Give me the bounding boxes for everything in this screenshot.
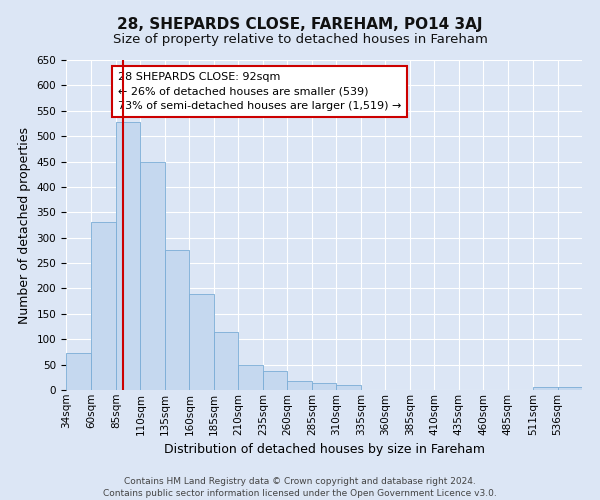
- Y-axis label: Number of detached properties: Number of detached properties: [18, 126, 31, 324]
- Bar: [140, 162, 165, 390]
- Bar: [214, 332, 238, 390]
- Bar: [190, 294, 214, 390]
- Bar: [557, 388, 582, 390]
- Text: Contains HM Land Registry data © Crown copyright and database right 2024.
Contai: Contains HM Land Registry data © Crown c…: [103, 476, 497, 498]
- Bar: [165, 250, 190, 390]
- Bar: [312, 384, 336, 390]
- Text: 28, SHEPARDS CLOSE, FAREHAM, PO14 3AJ: 28, SHEPARDS CLOSE, FAREHAM, PO14 3AJ: [117, 18, 483, 32]
- Text: Size of property relative to detached houses in Fareham: Size of property relative to detached ho…: [113, 32, 487, 46]
- X-axis label: Distribution of detached houses by size in Fareham: Distribution of detached houses by size …: [163, 443, 485, 456]
- Bar: [116, 122, 140, 390]
- Text: 28 SHEPARDS CLOSE: 92sqm
← 26% of detached houses are smaller (539)
73% of semi-: 28 SHEPARDS CLOSE: 92sqm ← 26% of detach…: [118, 72, 401, 111]
- Bar: [263, 371, 287, 390]
- Bar: [533, 388, 557, 390]
- Bar: [66, 354, 91, 390]
- Bar: [238, 364, 263, 390]
- Bar: [336, 385, 361, 390]
- Bar: [91, 222, 116, 390]
- Bar: [287, 381, 312, 390]
